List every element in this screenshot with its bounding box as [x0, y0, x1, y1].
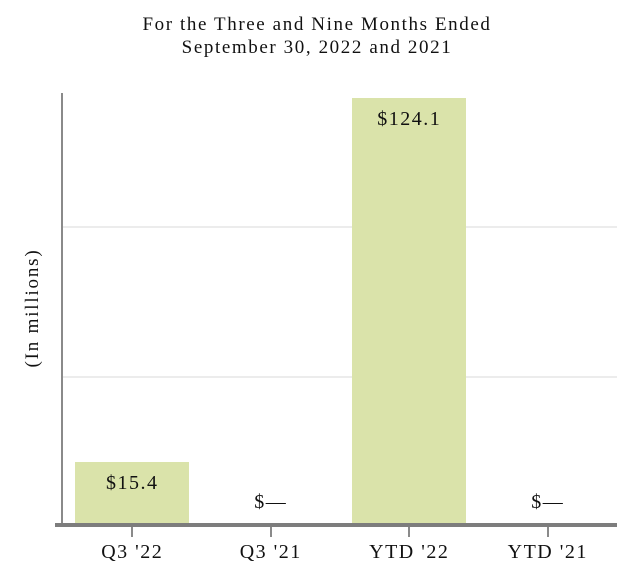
- x-axis-tick: [408, 527, 411, 537]
- x-axis-tick-label: YTD '21: [507, 541, 588, 563]
- x-axis: [55, 523, 617, 527]
- chart-title-line-2: September 30, 2022 and 2021: [181, 37, 453, 58]
- gridline: [63, 376, 617, 378]
- bar-value-label: $124.1: [377, 108, 442, 130]
- bar: [75, 462, 190, 523]
- bar-value-label: $—: [531, 491, 565, 513]
- bar-value-label: $15.4: [106, 472, 159, 494]
- bar-value-label: $—: [254, 491, 288, 513]
- bar: [352, 98, 467, 523]
- y-axis-label: (In millions): [22, 248, 43, 368]
- chart-title: For the Three and Nine Months Ended Sept…: [0, 13, 634, 59]
- y-axis: [61, 93, 63, 527]
- plot-area: $15.4 Q3 '22 $— Q3 '21 $124.1 YTD '22 $— YTD '2…: [55, 93, 617, 563]
- x-axis-tick: [546, 527, 549, 537]
- x-axis-tick-label: Q3 '21: [239, 541, 302, 563]
- x-axis-tick: [131, 527, 134, 537]
- x-axis-tick-label: Q3 '22: [101, 541, 164, 563]
- x-axis-tick-label: YTD '22: [369, 541, 450, 563]
- x-axis-tick: [269, 527, 272, 537]
- gridline: [63, 226, 617, 228]
- chart-title-line-1: For the Three and Nine Months Ended: [142, 14, 492, 35]
